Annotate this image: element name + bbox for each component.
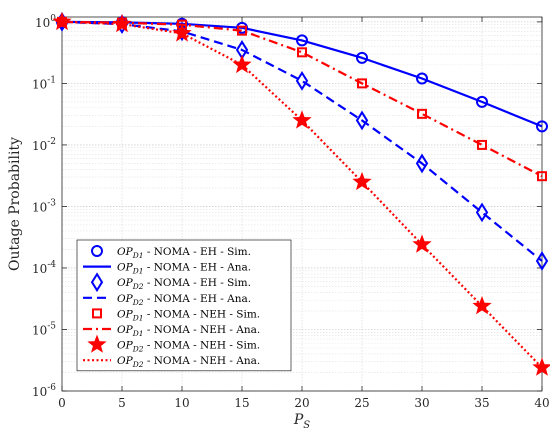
data-point <box>476 95 488 108</box>
legend: OPD1 - NOMA - EH - Sim. OPD1 - NOMA - EH … <box>76 239 292 372</box>
x-tick-label: 5 <box>118 396 126 410</box>
legend-item: OPD1 - NOMA - EH - Sim. <box>91 245 251 260</box>
series-6 <box>61 20 543 178</box>
data-point <box>292 110 312 129</box>
data-point <box>416 72 428 85</box>
legend-item: OPD2 - NOMA - EH - Sim. <box>90 272 251 293</box>
legend-marker <box>92 308 102 319</box>
y-tick-label: 10-5 <box>32 321 56 337</box>
legend-item: OPD1 - NOMA - NEH - Ana. <box>83 324 260 338</box>
x-tick-label: 40 <box>534 396 549 410</box>
data-point <box>52 11 72 31</box>
data-point <box>417 108 427 119</box>
x-axis-label: PS <box>293 412 310 431</box>
data-point <box>537 171 547 182</box>
x-tick-label: 25 <box>354 396 369 410</box>
data-point <box>532 357 550 376</box>
x-tick-label: 15 <box>234 396 249 410</box>
series-4 <box>61 20 543 262</box>
x-axis: 0 5 10 15 20 25 30 35 40 <box>58 17 550 410</box>
legend-marker <box>87 334 107 353</box>
series-line <box>61 20 543 262</box>
legend-label: OPD1 - NOMA - NEH - Sim. <box>117 308 260 322</box>
legend-item: OPD2 - NOMA - NEH - Ana. <box>83 355 260 369</box>
y-tick-label: 10-2 <box>32 137 56 153</box>
legend-label: OPD2 - NOMA - NEH - Ana. <box>117 355 260 369</box>
legend-item: OPD1 - NOMA - NEH - Sim. <box>92 308 260 322</box>
x-tick-label: 30 <box>414 396 429 410</box>
legend-item: OPD1 - NOMA - EH - Ana. <box>83 262 251 276</box>
legend-label: OPD2 - NOMA - NEH - Sim. <box>117 340 260 354</box>
y-tick-label: 10-4 <box>32 260 56 276</box>
legend-box <box>76 239 292 372</box>
data-point <box>172 23 192 42</box>
y-tick-label: 10-3 <box>32 198 56 214</box>
series-7 <box>52 11 550 376</box>
legend-marker <box>91 245 103 257</box>
legend-label: OPD2 - NOMA - EH - Ana. <box>117 293 251 307</box>
data-point <box>357 78 367 89</box>
data-point <box>536 120 548 133</box>
x-tick-label: 10 <box>174 396 189 410</box>
series-8 <box>61 20 543 369</box>
data-point <box>297 47 307 58</box>
data-point <box>356 51 368 64</box>
series-line <box>61 20 543 369</box>
y-axis-label: Outage Probability <box>7 137 23 271</box>
legend-item: OPD2 - NOMA - EH - Ana. <box>83 293 251 307</box>
legend-label: OPD2 - NOMA - EH - Sim. <box>117 277 251 291</box>
legend-item: OPD2 - NOMA - NEH - Sim. <box>87 334 260 354</box>
data-point <box>355 110 369 131</box>
y-tick-label: 100 <box>35 14 56 30</box>
legend-label: OPD1 - NOMA - EH - Ana. <box>117 262 251 276</box>
legend-label: OPD1 - NOMA - NEH - Ana. <box>117 324 260 338</box>
legend-label: OPD1 - NOMA - EH - Sim. <box>117 246 251 260</box>
x-tick-label: 35 <box>474 396 489 410</box>
y-tick-label: 10-6 <box>32 383 56 399</box>
series-group <box>52 11 550 376</box>
x-tick-label: 20 <box>294 396 309 410</box>
data-point <box>477 139 487 150</box>
x-tick-label: 0 <box>58 396 66 410</box>
series-line <box>61 20 543 178</box>
y-tick-label: 10-1 <box>32 75 56 91</box>
legend-marker <box>90 272 104 293</box>
